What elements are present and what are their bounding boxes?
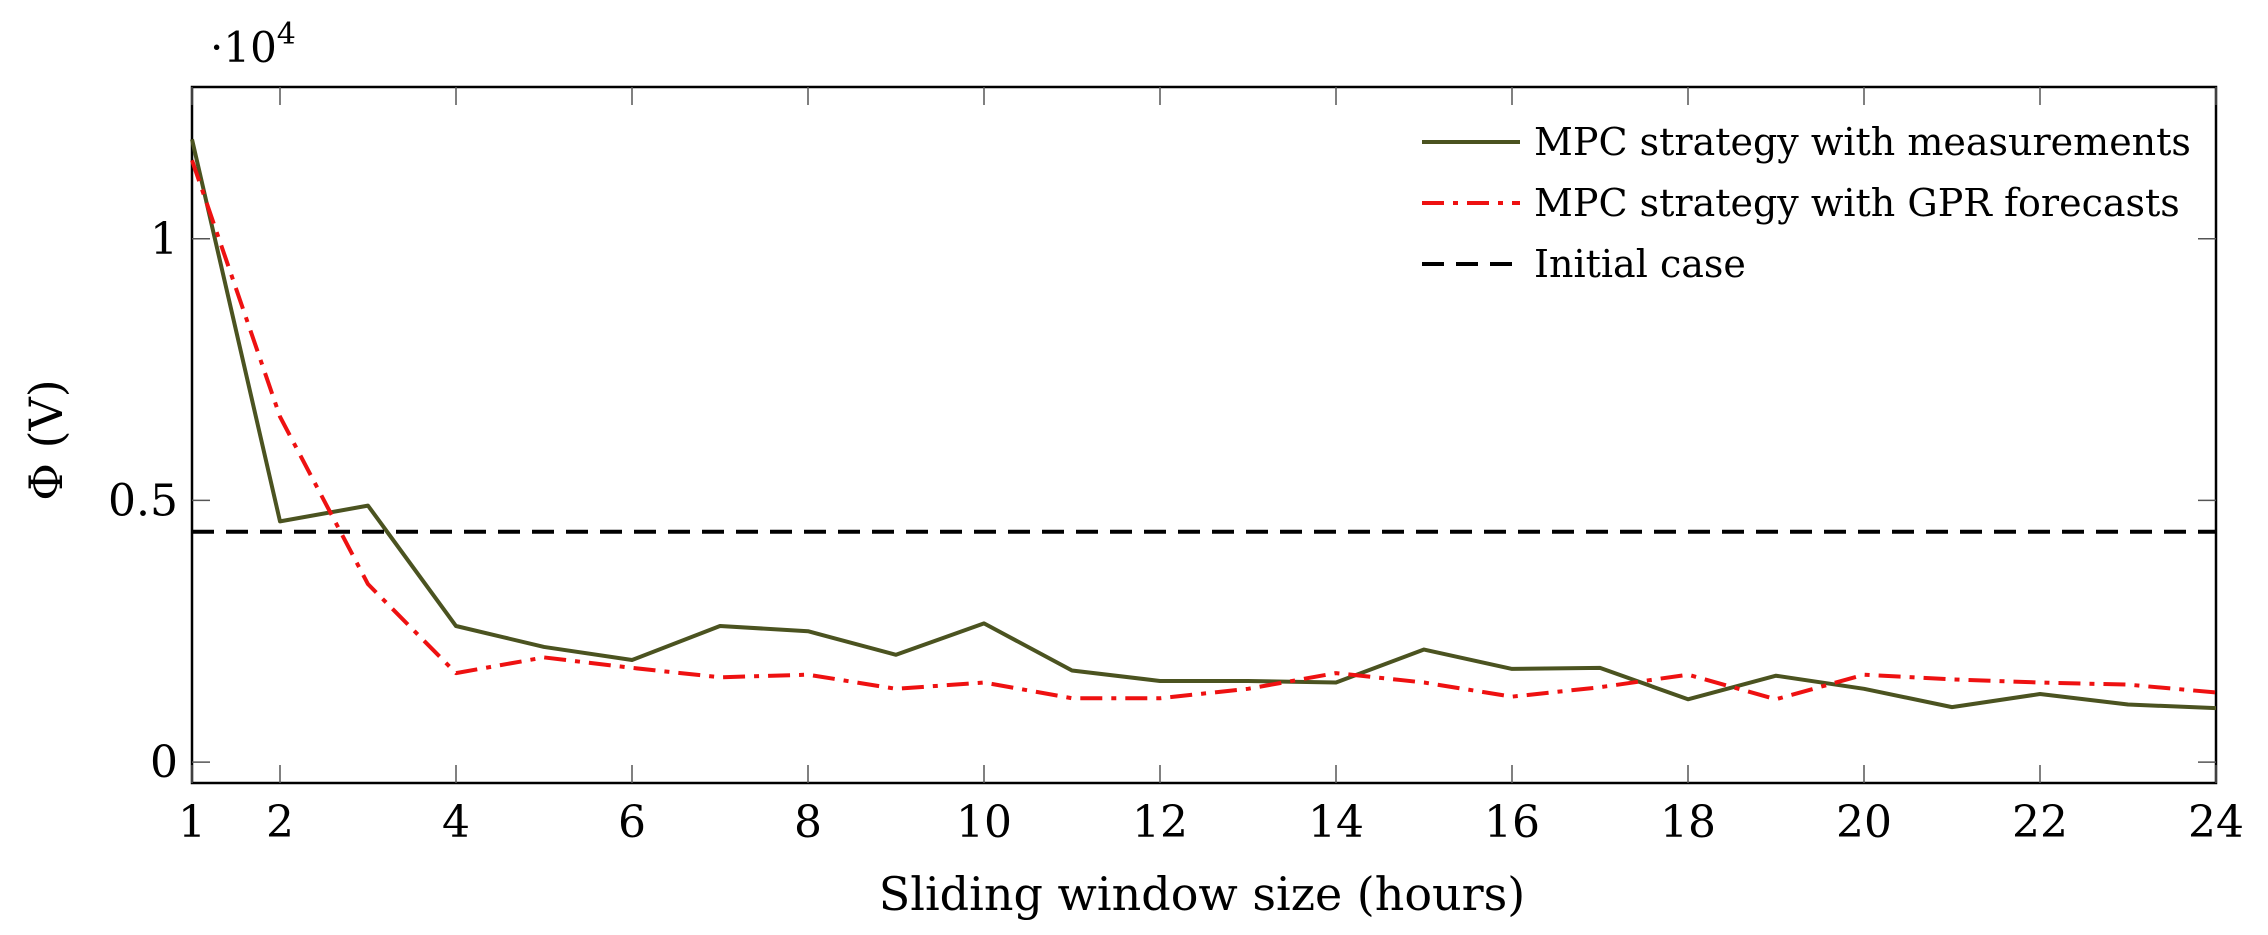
legend-label-2: MPC strategy with GPR forecasts: [1534, 181, 2180, 225]
x-axis-title: Sliding window size (hours): [879, 867, 1525, 921]
x-tick-label: 4: [442, 797, 470, 848]
series-line-2: [190, 159, 2217, 702]
plot-area-frame: [190, 85, 2218, 785]
legend-label-1: MPC strategy with measurements: [1534, 120, 2191, 164]
x-tick-label: 2: [266, 797, 294, 848]
y-scale-base: ·10: [210, 23, 277, 72]
y-tick-label: 1: [150, 214, 178, 265]
y-axis-title: Φ (V): [19, 379, 73, 500]
legend-label-3: Initial case: [1534, 242, 1746, 286]
y-scale-exponent: 4: [277, 17, 296, 52]
y-tick-label: 0: [150, 737, 178, 788]
x-tick-label: 1: [178, 797, 206, 848]
x-tick-label: 22: [2012, 797, 2068, 848]
series-line-1: [190, 138, 2217, 711]
x-tick-label: 8: [794, 797, 822, 848]
y-tick-label: 0.5: [108, 475, 178, 526]
x-tick-label: 14: [1308, 797, 1364, 848]
x-tick-label: 10: [956, 797, 1012, 848]
x-tick-label: 16: [1484, 797, 1540, 848]
x-tick-label: 12: [1132, 797, 1188, 848]
x-tick-label: 6: [618, 797, 646, 848]
x-tick-label: 24: [2188, 797, 2244, 848]
y-scale-multiplier: ·104: [210, 17, 296, 72]
x-tick-label: 18: [1660, 797, 1716, 848]
x-tick-label: 20: [1836, 797, 1892, 848]
